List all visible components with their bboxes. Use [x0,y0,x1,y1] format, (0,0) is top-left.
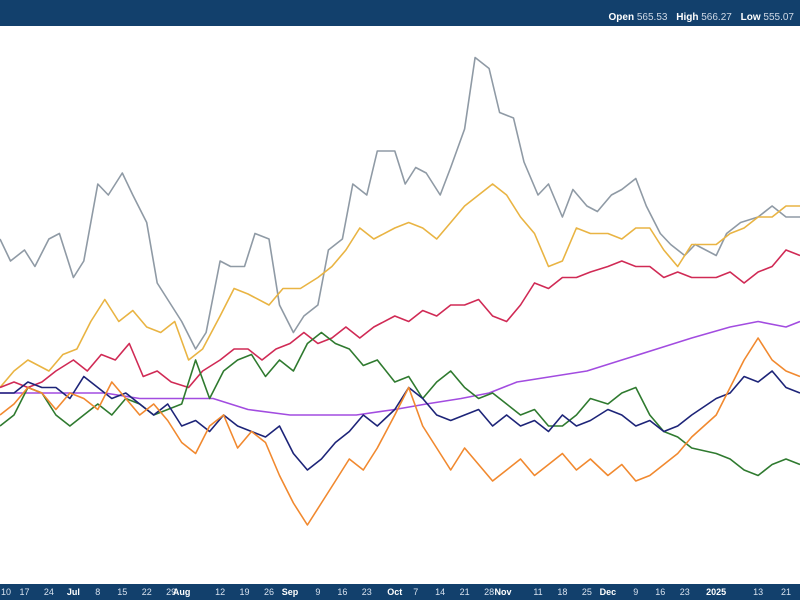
x-tick-label: 29 [166,587,177,597]
series-line-1[interactable] [0,56,800,350]
header-bar: Open 565.53 High 566.27 Low 555.07 [0,0,800,26]
ohlc-readout: Open 565.53 High 566.27 Low 555.07 [609,12,794,24]
series-line-4[interactable] [0,320,800,416]
x-tick-label: 28 [484,587,495,597]
x-tick-label: 16 [337,587,348,597]
series-line-5[interactable] [0,331,800,477]
x-tick-label: 17 [19,587,30,597]
x-tick-label: 10 [0,587,12,597]
x-tick-label: 7 [413,587,419,597]
series-line-6[interactable] [0,370,800,471]
x-tick-label: 11 [533,587,543,597]
high-value: 566.27 [701,12,732,23]
x-tick-label: 9 [315,587,321,597]
x-tick-label: 23 [679,587,690,597]
x-tick-label: 2025 [706,587,727,597]
series-line-3[interactable] [0,249,800,389]
x-tick-label: 21 [459,587,470,597]
x-tick-label: Dec [599,587,617,597]
x-tick-label: 18 [557,587,568,597]
x-tick-label: Nov [494,587,512,597]
low-label: Low [740,12,761,23]
series-line-2[interactable] [0,183,800,389]
x-tick-label: 23 [361,587,372,597]
chart-plot-area[interactable] [0,26,800,584]
x-tick-label: 24 [43,587,54,597]
x-tick-label: 9 [633,587,639,597]
x-tick-label: Jul [66,587,80,597]
high-label: High [676,12,699,23]
x-tick-label: 22 [141,587,152,597]
x-tick-label: 25 [581,587,592,597]
x-tick-label: Aug [172,587,191,597]
x-tick-label: 21 [781,587,792,597]
x-tick-label: 14 [435,587,446,597]
x-tick-label: 26 [263,587,274,597]
open-value: 565.53 [636,12,668,23]
open-label: Open [608,12,635,23]
x-axis-bar [0,584,800,600]
x-tick-label: 8 [95,587,101,597]
x-tick-label: 12 [215,587,226,597]
x-tick-label: 16 [655,587,666,597]
x-tick-label: 15 [117,587,128,597]
x-tick-label: Oct [387,587,403,597]
x-tick-label: 13 [753,587,764,597]
x-tick-label: Sep [281,587,299,597]
low-value: 555.07 [763,12,794,23]
series-line-7[interactable] [0,337,800,526]
x-tick-label: 19 [239,587,250,597]
